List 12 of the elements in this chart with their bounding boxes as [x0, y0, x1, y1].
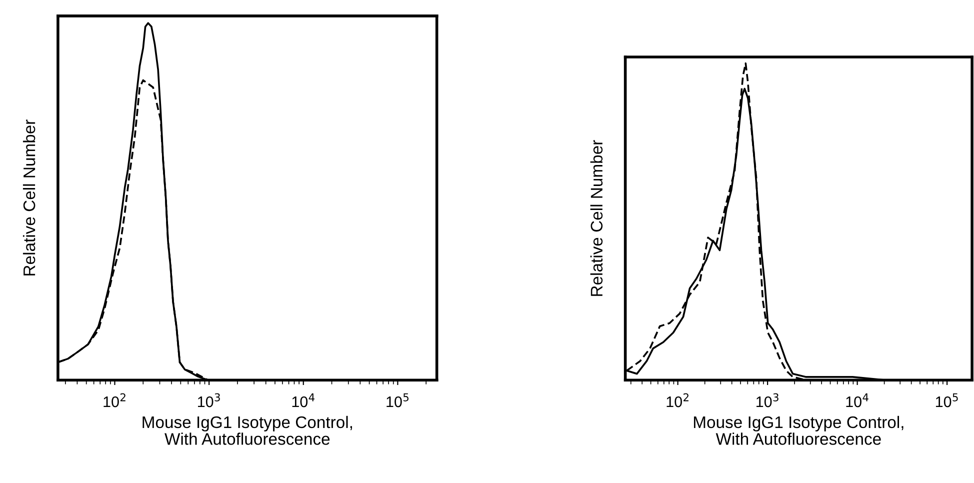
x-tick-label: 10$^{3}$ — [756, 393, 778, 408]
x-tick-label: 10$^{4}$ — [292, 393, 314, 408]
x-tick-label: 10$^{2}$ — [104, 393, 126, 408]
x-tick-label: 10$^{5}$ — [936, 393, 958, 408]
x-tick-label: 10$^{2}$ — [666, 393, 688, 408]
y-axis-title: Relative Cell Number — [22, 120, 36, 276]
y-axis-title: Relative Cell Number — [590, 140, 603, 296]
x-tick-label: 10$^{5}$ — [386, 393, 408, 408]
x-axis-title: Mouse IgG1 Isotype Control, With Autofluorescence — [142, 416, 352, 445]
x-tick-label: 10$^{4}$ — [846, 393, 868, 408]
x-tick-label: 10$^{3}$ — [198, 393, 220, 408]
x-axis-title: Mouse IgG1 Isotype Control, With Autofluorescence — [694, 416, 904, 445]
